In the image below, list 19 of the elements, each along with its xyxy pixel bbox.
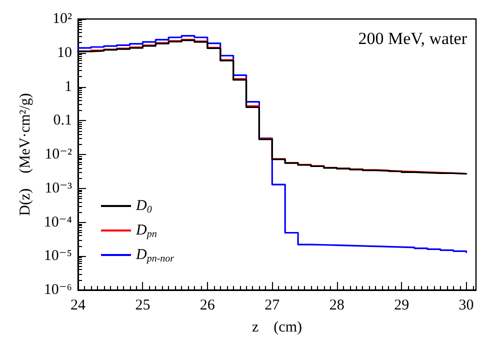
y-tick-label: 10²	[52, 11, 72, 27]
annotation: 200 MeV, water	[358, 29, 468, 48]
x-tick-label: 25	[135, 298, 150, 314]
y-tick-label: 1	[64, 78, 72, 95]
x-tick-label: 24	[70, 298, 86, 314]
y-tick-label: 10⁻²	[44, 146, 72, 162]
y-tick-label: 0.1	[53, 112, 72, 129]
x-tick-label: 28	[329, 298, 344, 314]
x-tick-label: 29	[394, 298, 410, 314]
y-axis-title: D(z) (MeV·cm²/g)	[17, 93, 34, 216]
y-tick-label: 10⁻⁵	[44, 248, 72, 264]
y-tick-label: 10	[57, 44, 72, 61]
y-tick-label: 10⁻⁴	[44, 214, 72, 230]
x-tick-label: 26	[200, 298, 216, 314]
y-tick-label: 10⁻⁶	[44, 282, 72, 298]
x-tick-label: 27	[264, 298, 280, 314]
y-tick-label: 10⁻³	[44, 180, 72, 196]
x-axis-title: z (cm)	[252, 320, 302, 336]
x-tick-label: 30	[458, 298, 474, 314]
